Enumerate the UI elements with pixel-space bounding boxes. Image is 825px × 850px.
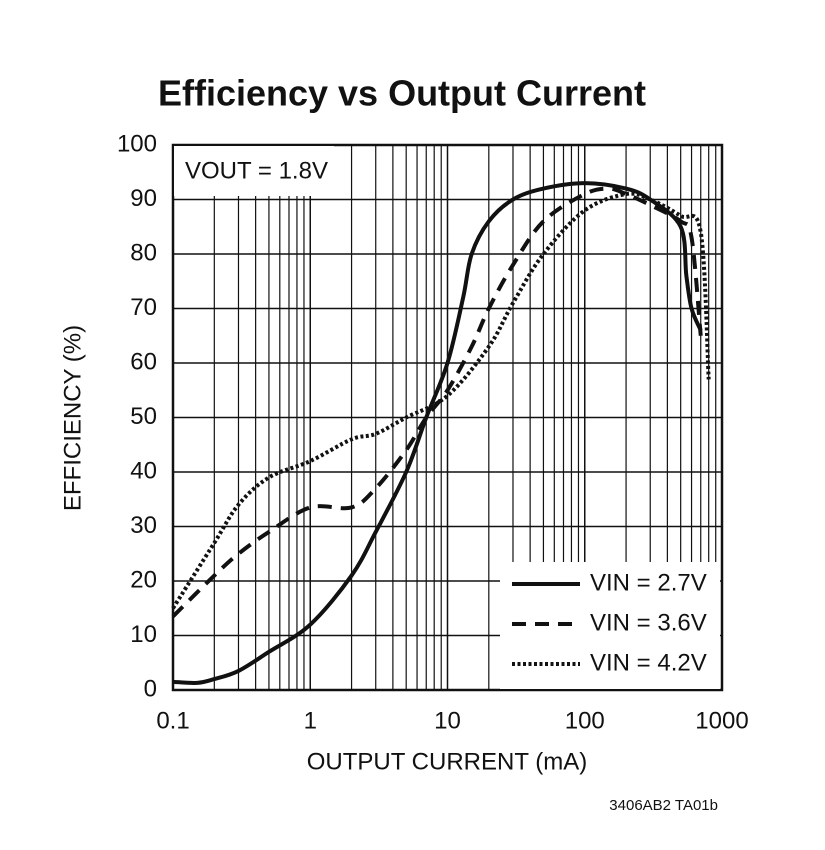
legend-label: VIN = 4.2V — [590, 649, 707, 676]
y-tick-label: 70 — [130, 294, 157, 321]
plot-frame — [171, 143, 724, 692]
series-line — [171, 191, 711, 610]
x-tick-label: 1000 — [695, 707, 748, 734]
y-axis-label: EFFICIENCY (%) — [59, 325, 86, 511]
y-tick-label: 100 — [117, 130, 157, 157]
y-tick-label: 50 — [130, 403, 157, 430]
y-tick-label: 80 — [130, 239, 157, 266]
y-tick-label: 30 — [130, 512, 157, 539]
y-tick-label: 20 — [130, 566, 157, 593]
footnote: 3406AB2 TA01b — [609, 797, 718, 814]
y-tick-label: 40 — [130, 457, 157, 484]
x-tick-label: 100 — [565, 707, 605, 734]
x-tick-label: 1 — [304, 707, 317, 734]
y-tick-label: 60 — [130, 348, 157, 375]
annotation: VOUT = 1.8V — [185, 157, 328, 184]
x-tick-label: 0.1 — [156, 707, 189, 734]
x-axis-label: OUTPUT CURRENT (mA) — [307, 748, 587, 775]
legend-label: VIN = 3.6V — [590, 609, 707, 636]
legend-label: VIN = 2.7V — [590, 569, 707, 596]
y-tick-label: 90 — [130, 185, 157, 212]
series-line — [171, 186, 703, 618]
chart-title: Efficiency vs Output Current — [158, 73, 646, 114]
annotation-box — [174, 146, 334, 196]
y-tick-label: 10 — [130, 621, 157, 648]
x-tick-label: 10 — [434, 707, 461, 734]
y-tick-label: 0 — [144, 675, 157, 702]
